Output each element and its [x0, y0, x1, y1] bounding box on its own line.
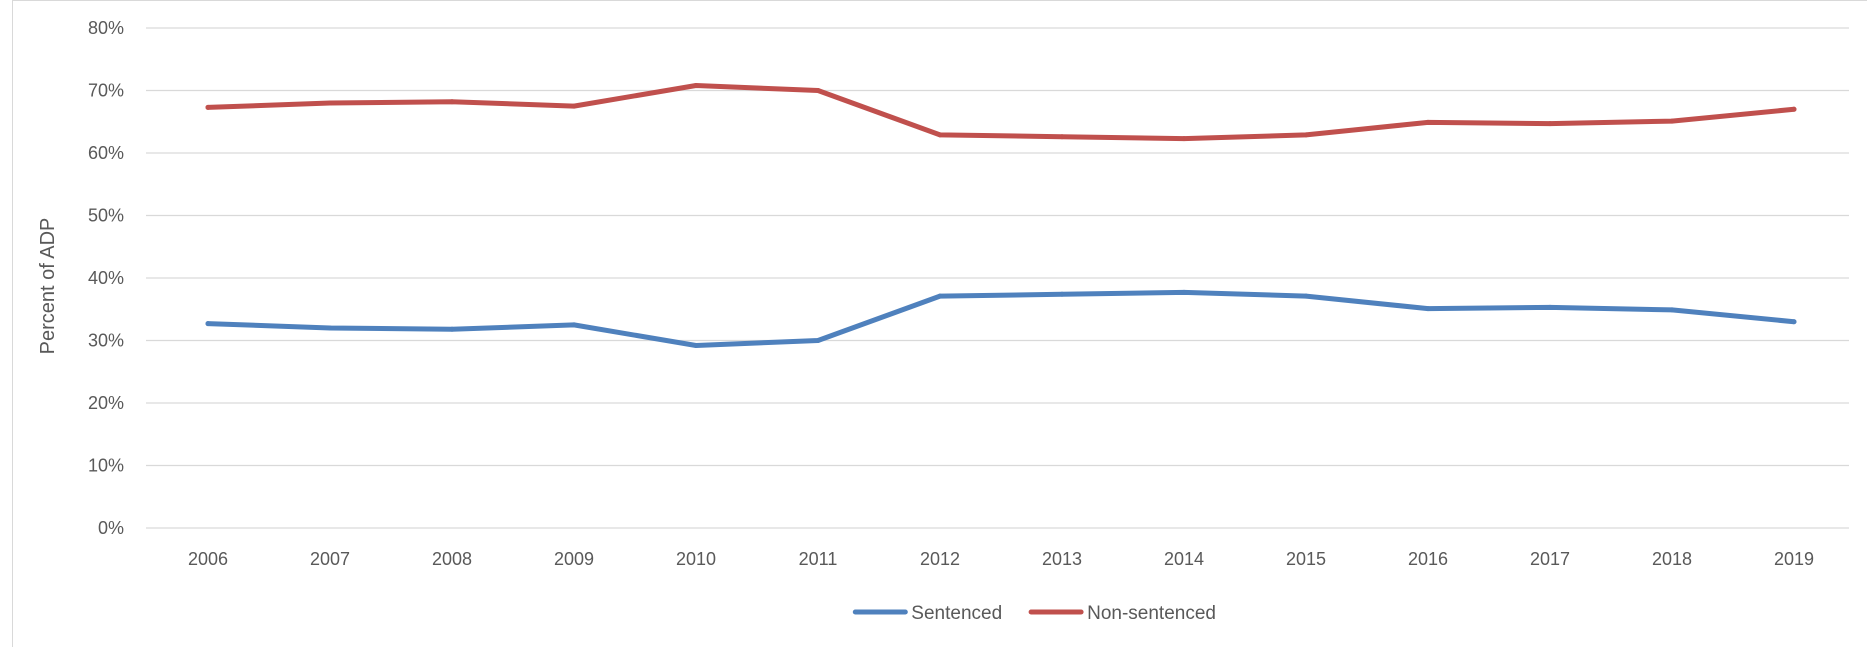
- y-axis-title: Percent of ADP: [37, 218, 59, 355]
- y-tick-label: 70%: [88, 81, 124, 101]
- legend-label: Sentenced: [911, 603, 1002, 624]
- data-point: [1181, 289, 1187, 295]
- x-tick-label: 2009: [554, 549, 594, 569]
- x-tick-label: 2013: [1042, 549, 1082, 569]
- data-point: [693, 343, 699, 348]
- data-point: [1791, 106, 1797, 112]
- y-tick-label: 80%: [88, 18, 124, 38]
- data-point: [449, 326, 455, 332]
- data-point: [1059, 134, 1065, 140]
- y-tick-label: 50%: [88, 206, 124, 226]
- series-lines: [205, 83, 1797, 348]
- x-tick-label: 2012: [920, 549, 960, 569]
- data-point: [1303, 132, 1309, 138]
- data-point: [1669, 118, 1675, 124]
- data-point: [815, 88, 821, 93]
- data-point: [815, 338, 821, 343]
- x-tick-label: 2019: [1774, 549, 1814, 569]
- data-point: [205, 321, 211, 327]
- x-tick-label: 2017: [1530, 549, 1570, 569]
- data-point: [1303, 293, 1309, 299]
- x-tick-label: 2010: [676, 549, 716, 569]
- y-tick-label: 30%: [88, 331, 124, 351]
- data-point: [1669, 307, 1675, 313]
- data-point: [327, 100, 333, 106]
- y-tick-label: 10%: [88, 456, 124, 476]
- legend: Sentenced Non-sentenced: [852, 603, 1216, 624]
- data-point: [1791, 319, 1797, 325]
- data-point: [571, 103, 577, 109]
- data-point: [1425, 119, 1431, 125]
- data-point: [1547, 121, 1553, 127]
- x-tick-label: 2014: [1164, 549, 1204, 569]
- data-point: [449, 99, 455, 105]
- y-tick-label: 60%: [88, 143, 124, 163]
- data-point: [1181, 136, 1187, 142]
- series-line-sentenced: [205, 289, 1797, 348]
- x-tick-label: 2016: [1408, 549, 1448, 569]
- data-point: [327, 325, 333, 331]
- x-tick-label: 2007: [310, 549, 350, 569]
- y-tick-label: 0%: [98, 518, 124, 538]
- data-point: [571, 322, 577, 328]
- y-tick-label: 40%: [88, 268, 124, 288]
- x-tick-label: 2008: [432, 549, 472, 569]
- y-axis-tick-labels: 0% 10% 20% 30% 40% 50% 60% 70% 80%: [88, 18, 124, 538]
- x-tick-label: 2011: [799, 549, 838, 569]
- chart-frame: [12, 0, 1867, 647]
- data-point: [693, 83, 699, 88]
- data-point: [205, 104, 211, 110]
- x-tick-label: 2015: [1286, 549, 1326, 569]
- data-point: [1059, 291, 1065, 297]
- series-line-non-sentenced: [205, 83, 1797, 142]
- data-point: [937, 293, 943, 299]
- legend-label: Non-sentenced: [1087, 603, 1216, 624]
- y-tick-label: 20%: [88, 393, 124, 413]
- data-point: [1425, 306, 1431, 312]
- x-axis-tick-labels: 2006 2007 2008 2009 2010 2011 2012 2013 2014 2015…: [188, 549, 1814, 569]
- x-tick-label: 2018: [1652, 549, 1692, 569]
- data-point: [1547, 304, 1553, 310]
- x-tick-label: 2006: [188, 549, 228, 569]
- gridlines: [146, 27, 1849, 529]
- data-point: [937, 132, 943, 138]
